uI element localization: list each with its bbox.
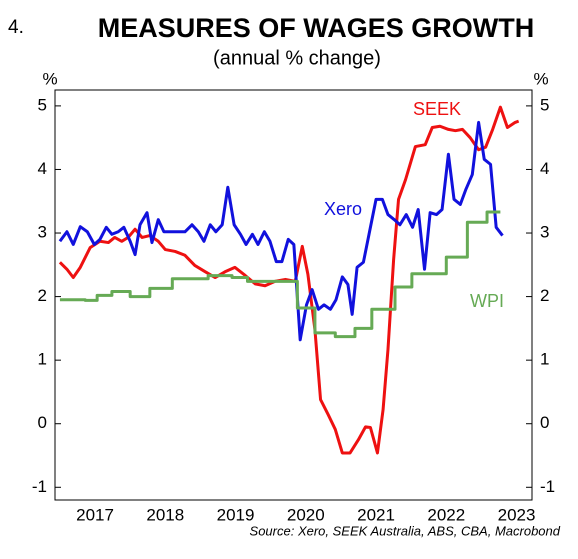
series-line	[59, 210, 501, 339]
y-unit: %	[42, 69, 57, 88]
y2-tick-label: 0	[540, 413, 549, 432]
y-tick-label: 5	[38, 95, 47, 114]
plot-frame	[54, 89, 533, 501]
y-tick-label: 3	[38, 223, 47, 242]
y2-tick-label: 4	[540, 159, 549, 178]
x-tick-label: 2023	[498, 505, 536, 524]
y-tick-label: 4	[38, 159, 47, 178]
x-tick-label: 2022	[427, 505, 465, 524]
chart-title: MEASURES OF WAGES GROWTH	[98, 13, 535, 43]
x-tick-label: 2020	[287, 505, 325, 524]
x-tick-label: 2018	[146, 505, 184, 524]
series-line	[58, 120, 504, 342]
y2-tick-label: 1	[540, 350, 549, 369]
series-label: SEEK	[413, 99, 461, 119]
y-tick-label: 1	[38, 350, 47, 369]
y-tick-label: 0	[38, 413, 47, 432]
x-tick-label: 2019	[217, 505, 255, 524]
y-tick-label: -1	[32, 477, 47, 496]
series-label: WPI	[470, 291, 504, 311]
y2-tick-label: 2	[540, 286, 549, 305]
y-tick-label: 2	[38, 286, 47, 305]
chart-number: 4.	[8, 17, 24, 38]
series-line	[58, 105, 520, 455]
y2-tick-label: 5	[540, 95, 549, 114]
source: Source: Xero, SEEK Australia, ABS, CBA, …	[250, 523, 561, 538]
series-label: Xero	[324, 199, 362, 219]
x-tick-label: 2021	[357, 505, 395, 524]
y2-tick-label: 3	[540, 223, 549, 242]
chart-subtitle: (annual % change)	[213, 47, 381, 69]
x-tick-label: 2017	[76, 505, 114, 524]
y2-unit: %	[533, 69, 548, 88]
y2-tick-label: -1	[540, 477, 555, 496]
